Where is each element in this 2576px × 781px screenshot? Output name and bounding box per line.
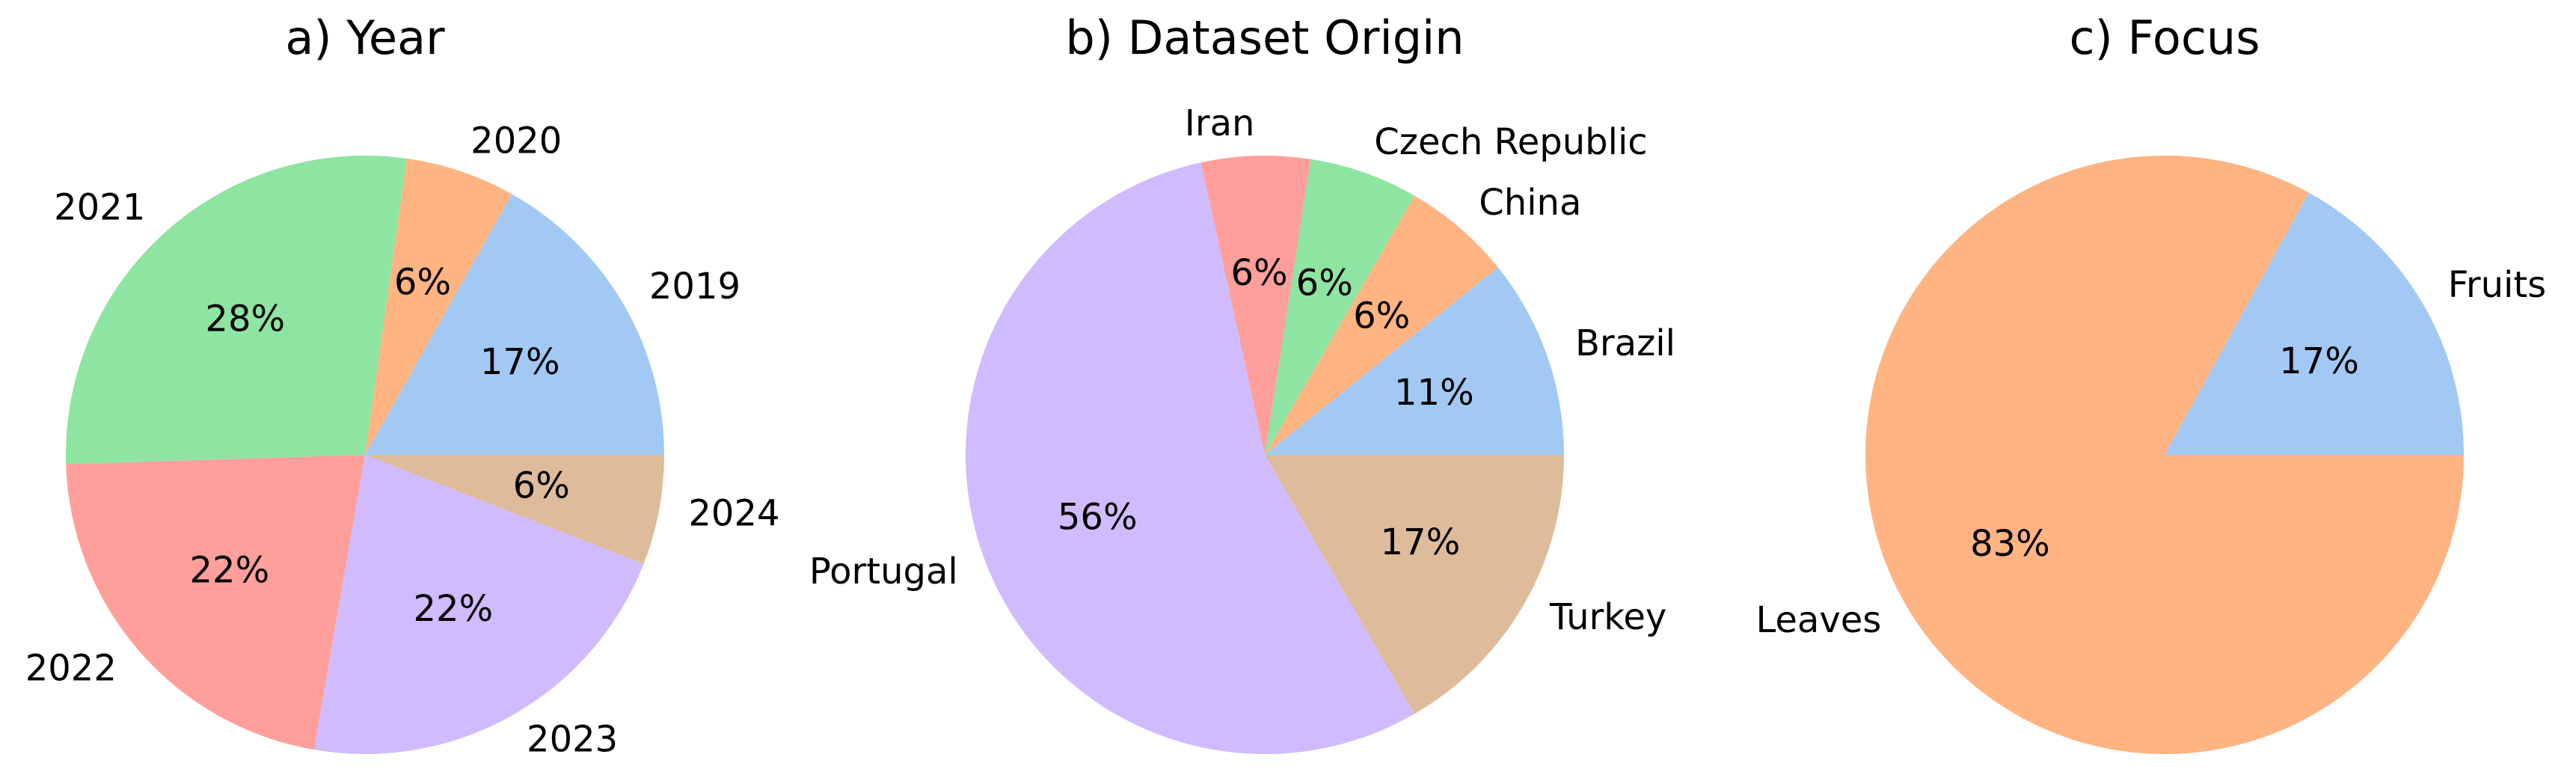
value-label: 11% — [1394, 372, 1474, 414]
chart-title: b) Dataset Origin — [1065, 10, 1464, 65]
category-label: 2024 — [688, 493, 779, 535]
pie-wedge — [965, 162, 1414, 754]
pie-wedge — [65, 155, 407, 465]
chart-title: a) Year — [285, 10, 445, 65]
category-label: Turkey — [1549, 596, 1666, 638]
pie-wedge — [365, 194, 664, 455]
pie-wedge — [1265, 267, 1564, 455]
value-label: 17% — [480, 341, 560, 383]
category-label: Portugal — [809, 551, 958, 592]
category-label: Iran — [1185, 102, 1255, 144]
value-label: 22% — [189, 549, 269, 591]
value-label: 22% — [413, 588, 493, 630]
value-label: 83% — [1970, 523, 2050, 565]
pie-wedge — [2165, 192, 2464, 455]
pie-wedge — [1865, 155, 2464, 754]
category-label: Brazil — [1575, 322, 1675, 364]
value-label: 28% — [205, 298, 285, 340]
value-label: 6% — [1296, 263, 1353, 304]
value-label: 6% — [1353, 295, 1410, 337]
value-label: 17% — [2279, 340, 2359, 382]
category-label: 2020 — [470, 120, 562, 162]
category-label: 2023 — [527, 718, 618, 760]
category-label: Fruits — [2448, 264, 2546, 306]
pie-wedge — [365, 455, 665, 564]
category-label: 2019 — [649, 266, 740, 307]
pie-wedge — [1265, 455, 1564, 714]
category-label: 2021 — [54, 186, 145, 228]
pie-wedge — [365, 158, 512, 455]
value-label: 17% — [1381, 521, 1461, 563]
value-label: 6% — [513, 465, 570, 507]
value-label: 56% — [1058, 497, 1138, 539]
value-label: 6% — [1231, 252, 1288, 294]
pie-wedge — [1200, 155, 1311, 455]
category-label: China — [1479, 182, 1581, 224]
pie-wedge — [313, 455, 644, 755]
category-label: 2022 — [25, 648, 117, 690]
category-label: Czech Republic — [1374, 121, 1647, 163]
pie-wedge — [1265, 195, 1498, 455]
pie-wedge — [1265, 159, 1414, 455]
category-label: Leaves — [1755, 599, 1881, 641]
chart-title: c) Focus — [2069, 10, 2260, 65]
value-label: 6% — [394, 262, 451, 304]
pie-wedge — [66, 455, 366, 750]
